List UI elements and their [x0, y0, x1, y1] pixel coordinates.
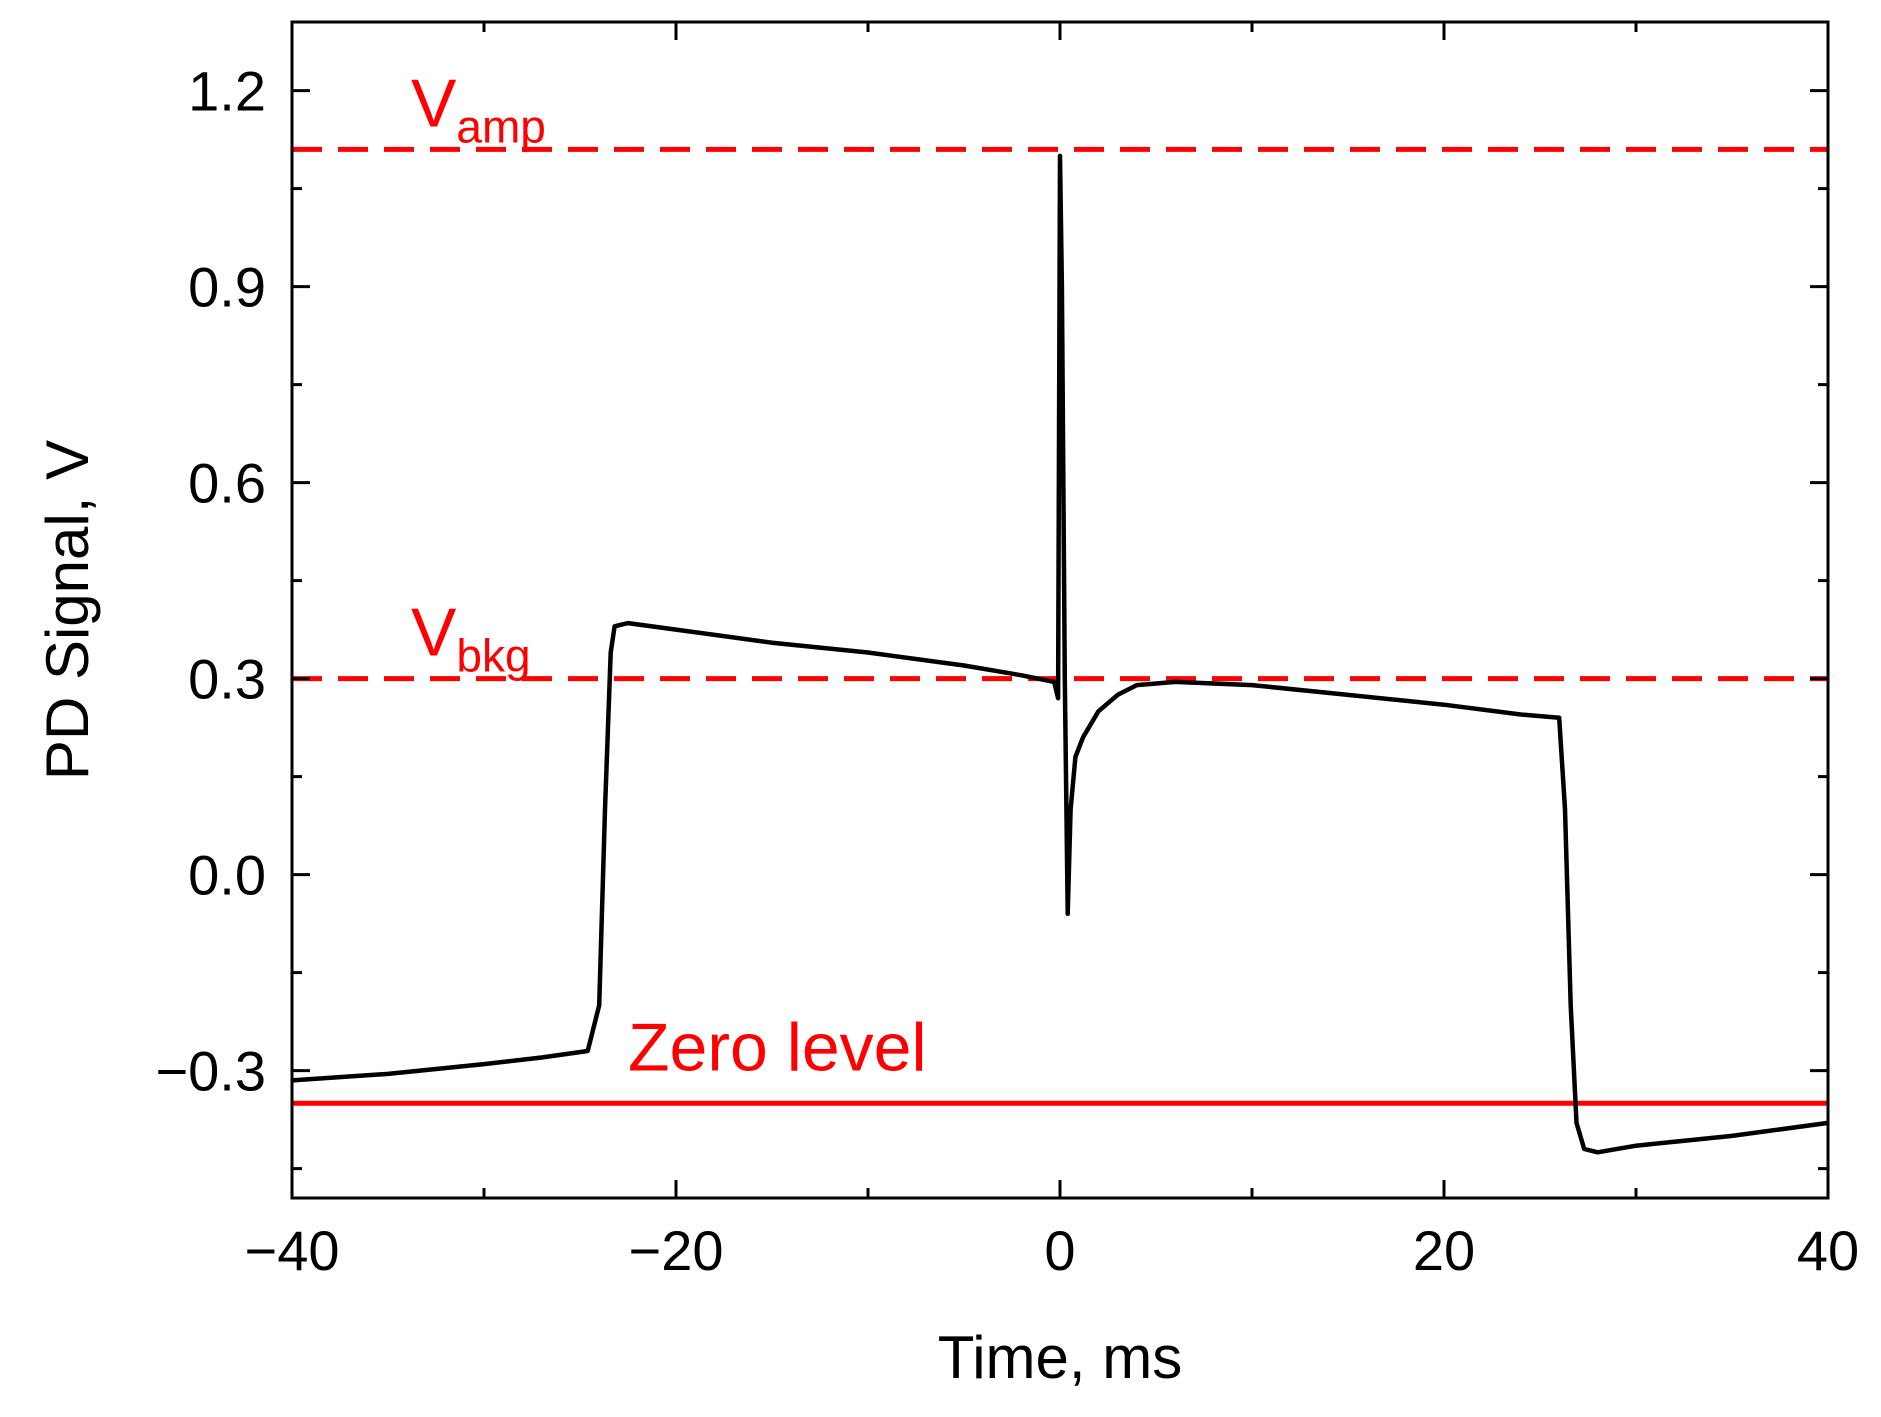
- reference-label-main: Zero level: [628, 1010, 927, 1086]
- reference-label-subscript: bkg: [456, 630, 530, 682]
- reference-label-subscript: amp: [456, 101, 545, 153]
- x-axis-title: Time, ms: [938, 1324, 1182, 1391]
- axis-ticks: [290, 22, 1830, 1198]
- x-tick-label: −20: [629, 1219, 724, 1282]
- y-tick-label: 0.6: [188, 452, 266, 515]
- y-tick-label: −0.3: [155, 1040, 266, 1103]
- signal-series-line-0: [291, 153, 1829, 1155]
- y-tick-label: 0.3: [188, 648, 266, 711]
- x-tick-label: −40: [245, 1219, 340, 1282]
- axis-titles: Time, ms PD Signal, V: [34, 440, 1182, 1391]
- reference-label-zero: Zero level: [628, 1010, 927, 1086]
- reference-label-main: V: [411, 595, 457, 671]
- y-tick-label: 1.2: [188, 60, 266, 123]
- y-tick-label: 0.9: [188, 256, 266, 319]
- reference-label-bkg: Vbkg: [411, 595, 531, 682]
- x-tick-label: 20: [1413, 1219, 1475, 1282]
- x-tick-label: 0: [1044, 1219, 1075, 1282]
- data-series: [291, 153, 1829, 1155]
- reference-label-main: V: [411, 66, 457, 142]
- reference-label-amp: Vamp: [411, 66, 546, 153]
- x-tick-label: 40: [1797, 1219, 1859, 1282]
- axis-tick-labels: −40 −20 0 20 40 −0.3 0.0 0.3 0.6 0.9 1.2: [155, 60, 1859, 1282]
- y-tick-label: 0.0: [188, 844, 266, 907]
- y-axis-title: PD Signal, V: [34, 440, 101, 780]
